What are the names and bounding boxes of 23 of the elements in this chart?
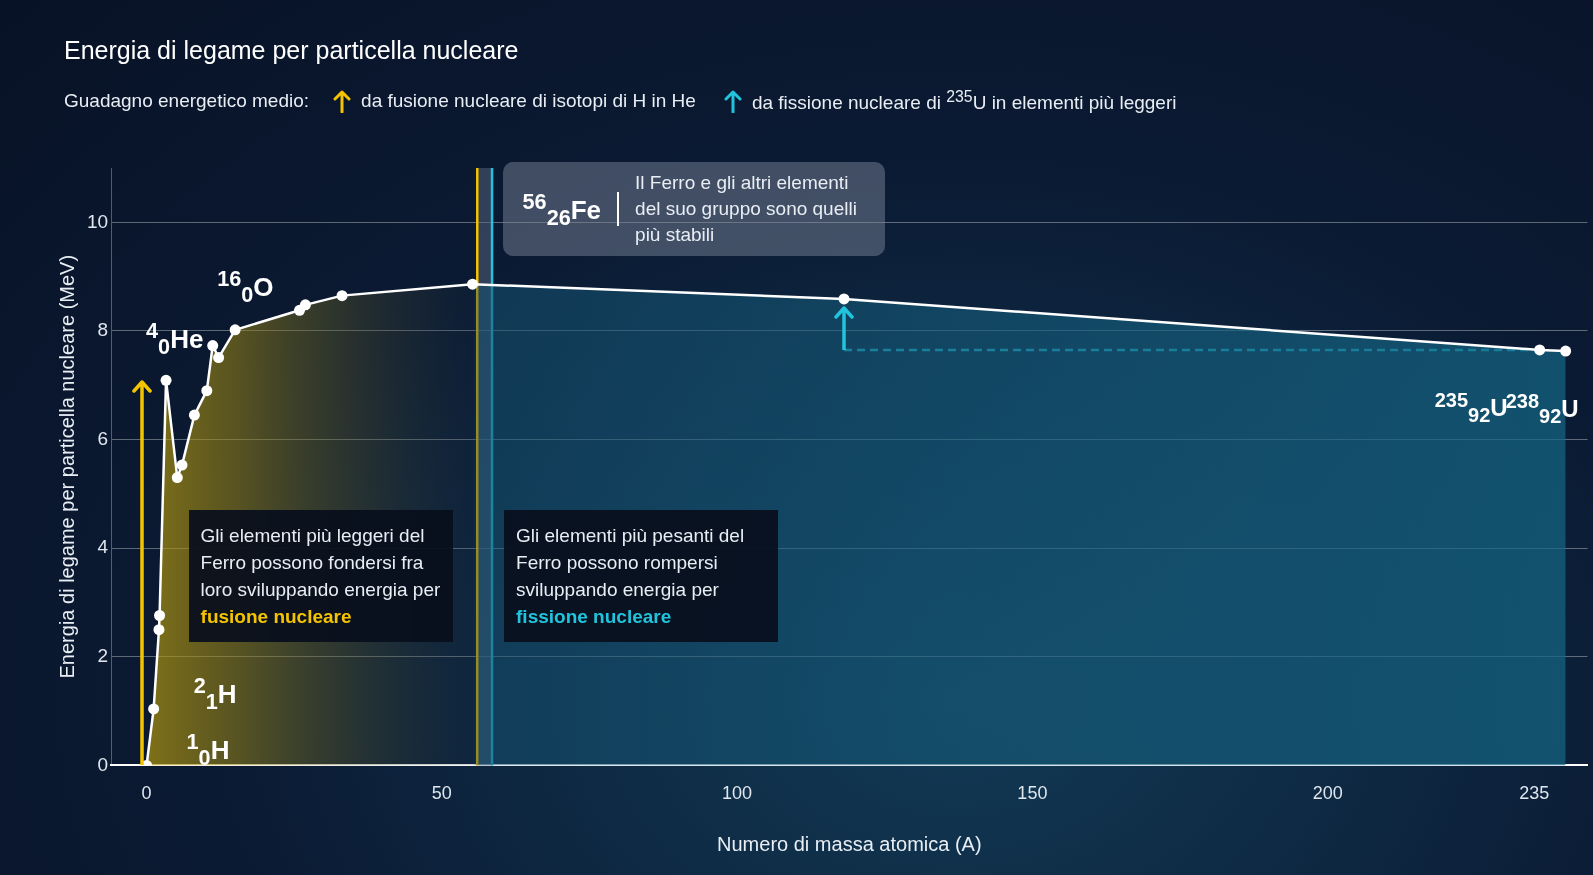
x-tick-label: 200 — [1312, 783, 1343, 804]
annotation: fissione nucleare — [516, 606, 672, 628]
x-tick-label: 235 — [1519, 783, 1550, 804]
annotation: Il Ferro e gli altri elementi del suo gruppo sono quelli più stabili — [635, 171, 858, 248]
y-tick-label: 10 — [86, 210, 109, 232]
x-tick-label: 150 — [1017, 783, 1048, 804]
text: da fusione nucleare di isotopi di H in He — [361, 90, 696, 113]
y-tick-label: 0 — [97, 753, 109, 775]
y-tick-label: 4 — [97, 536, 109, 558]
y-tick-label: 8 — [97, 319, 109, 341]
text: da fissione nucleare di $^{235}$U in elementi più leggeri — [751, 88, 1177, 115]
x-tick-label: 0 — [141, 783, 152, 804]
chart-title: Energia di legame per particella nucleare — [64, 36, 519, 65]
annotation: fusione nucleare — [200, 606, 352, 628]
chart-subtitle: Guadagno energetico medio: — [64, 90, 310, 113]
x-axis-title: Numero di massa atomica (A) — [717, 832, 982, 855]
x-tick-label: 100 — [722, 783, 753, 804]
y-axis-title: Energia di legame per particella nucleare (MeV) — [55, 254, 78, 679]
y-tick-label: 6 — [97, 427, 109, 449]
x-tick-label: 50 — [431, 783, 452, 804]
annotation: Gli elementi più pesanti del Ferro possono rompersi sviluppando energia per — [516, 525, 745, 601]
y-tick-label: 2 — [97, 645, 109, 667]
annotation: Gli elementi più leggeri del Ferro possono fondersi fra loro sviluppando energia per — [200, 525, 441, 601]
